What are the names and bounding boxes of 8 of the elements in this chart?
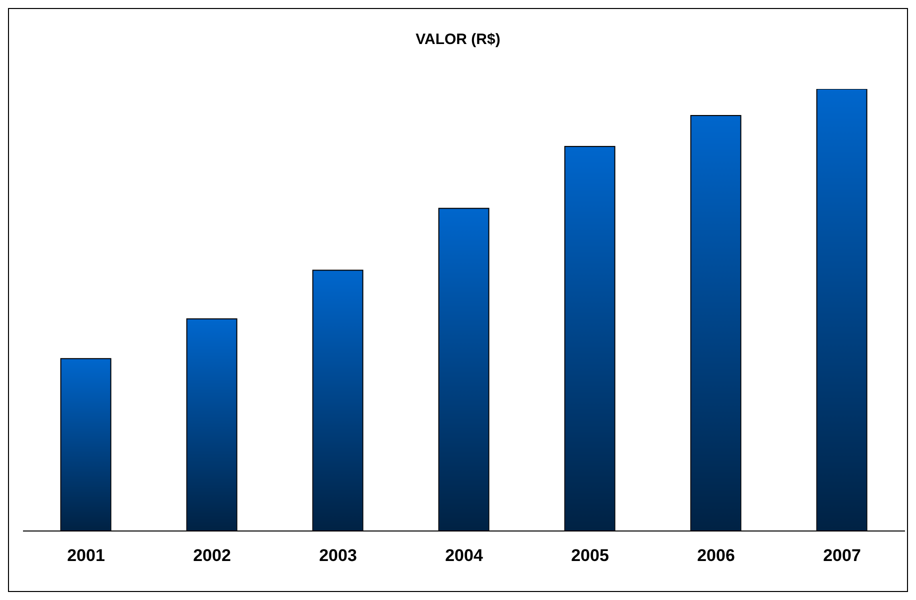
x-tick-label: 2005: [571, 546, 609, 566]
chart-title: VALOR (R$): [414, 31, 502, 48]
x-tick-label: 2001: [67, 546, 105, 566]
x-tick-label: 2003: [319, 546, 357, 566]
x-tick-label: 2002: [193, 546, 231, 566]
x-tick-label: 2004: [445, 546, 484, 566]
x-tick-label: 2006: [697, 546, 735, 566]
x-tick-label: 2007: [823, 546, 861, 566]
